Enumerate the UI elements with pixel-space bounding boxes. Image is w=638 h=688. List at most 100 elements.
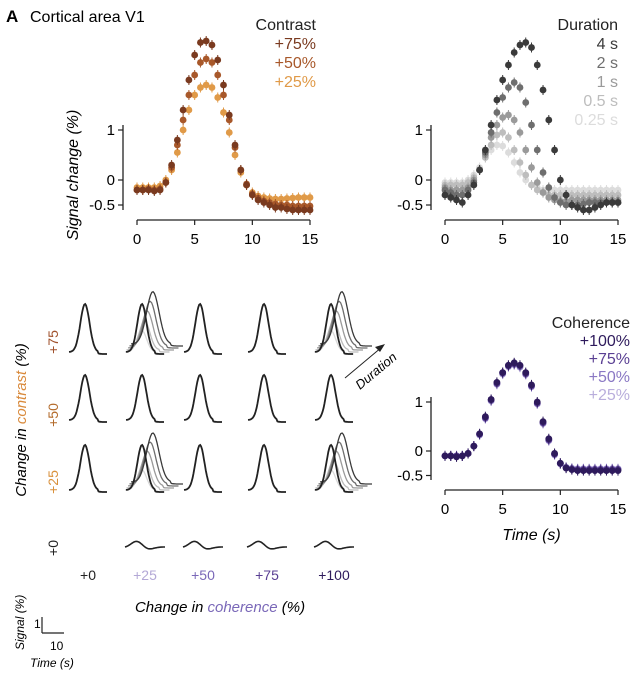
data-point [487,141,495,149]
data-point [464,191,472,199]
response-curve [314,302,353,355]
grid-xlabel: Change in coherence (%) [135,599,305,616]
data-point [191,71,199,79]
data-point [458,452,466,460]
y-tick-label: 0 [415,443,423,460]
data-point [202,81,210,89]
data-point [580,206,587,214]
data-point [574,204,582,211]
data-point [173,136,181,144]
x-tick-label: 5 [190,231,198,248]
data-point [173,149,181,156]
data-point [493,121,501,129]
data-point [208,84,216,91]
data-point [150,187,158,195]
data-point [556,176,564,184]
col-label-25: +25 [133,567,157,583]
duration-label: Duration [352,349,399,392]
data-point [283,195,291,202]
data-point [574,467,582,474]
data-point [476,430,483,438]
panel-title: Cortical area V1 [30,9,145,26]
data-point [539,169,547,176]
response-curve [247,373,286,423]
data-point [597,201,605,209]
col-labels: +0 +25 +50 +75 +100 [80,567,350,583]
legend-entry: +100% [580,333,630,350]
scalebar-signal-label: Signal (%) [13,595,27,650]
response-curve [183,373,222,423]
scalebar-y-value: 1 [34,617,41,631]
data-point [608,467,616,474]
row-label-0: +0 [45,540,61,556]
data-point [510,146,518,154]
y-tick-label: 0 [107,172,115,189]
data-point [539,189,547,196]
data-point [185,106,193,114]
data-point [220,109,227,116]
data-point [533,61,541,69]
data-point [306,194,314,201]
x-tick-label: 10 [244,231,261,248]
y-tick-label: 1 [107,122,115,139]
data-point [162,179,170,186]
data-point [283,205,291,213]
data-point [295,206,302,214]
data-point [156,186,164,194]
data-point [447,194,455,201]
data-point [185,91,193,99]
data-point [551,450,558,457]
data-point [533,186,541,194]
data-point [556,459,564,467]
data-point [214,56,222,64]
data-point [516,159,524,166]
data-point [505,134,512,141]
data-point [470,442,478,450]
row-labels: +75 +50 +25 +0 [45,330,61,556]
data-point [220,91,227,99]
grid-ylabel: Change in contrast (%) [13,343,30,496]
response-curve [314,373,353,423]
data-point [545,116,553,124]
scalebar-time-label: Time (s) [30,656,74,670]
response-curve [130,290,183,347]
data-point [453,196,460,204]
data-point [493,131,501,139]
data-point [505,84,512,91]
data-point [208,59,216,66]
data-point [191,91,199,99]
col-label-0: +0 [80,567,96,583]
data-point [231,151,239,159]
data-point [487,396,495,403]
data-point [191,51,199,59]
y-tick-label: 0 [415,172,423,189]
data-point [487,129,495,136]
data-point [300,194,308,201]
legend-entry: +25% [275,74,316,91]
data-point [458,191,466,199]
data-point [510,49,518,56]
data-point [545,194,553,201]
data-point [597,467,605,474]
data-point [522,39,530,46]
data-point [300,206,308,214]
response-curve [319,290,372,347]
y-tick-label: -0.5 [89,197,115,214]
row-label-75: +75 [45,330,61,354]
x-tick-label: 0 [441,501,449,518]
legend-entry: 2 s [597,55,618,72]
row-label-50: +50 [45,403,61,427]
data-point [493,141,501,149]
x-tick-label: 0 [441,231,449,248]
data-point [510,359,518,367]
data-point [208,41,216,49]
data-point [470,181,478,189]
data-point [481,413,489,421]
data-point [608,199,616,206]
data-point [516,41,524,49]
response-curve [313,540,354,550]
legend-title: Coherence [552,315,630,332]
data-point [179,126,187,134]
data-point [179,106,187,114]
